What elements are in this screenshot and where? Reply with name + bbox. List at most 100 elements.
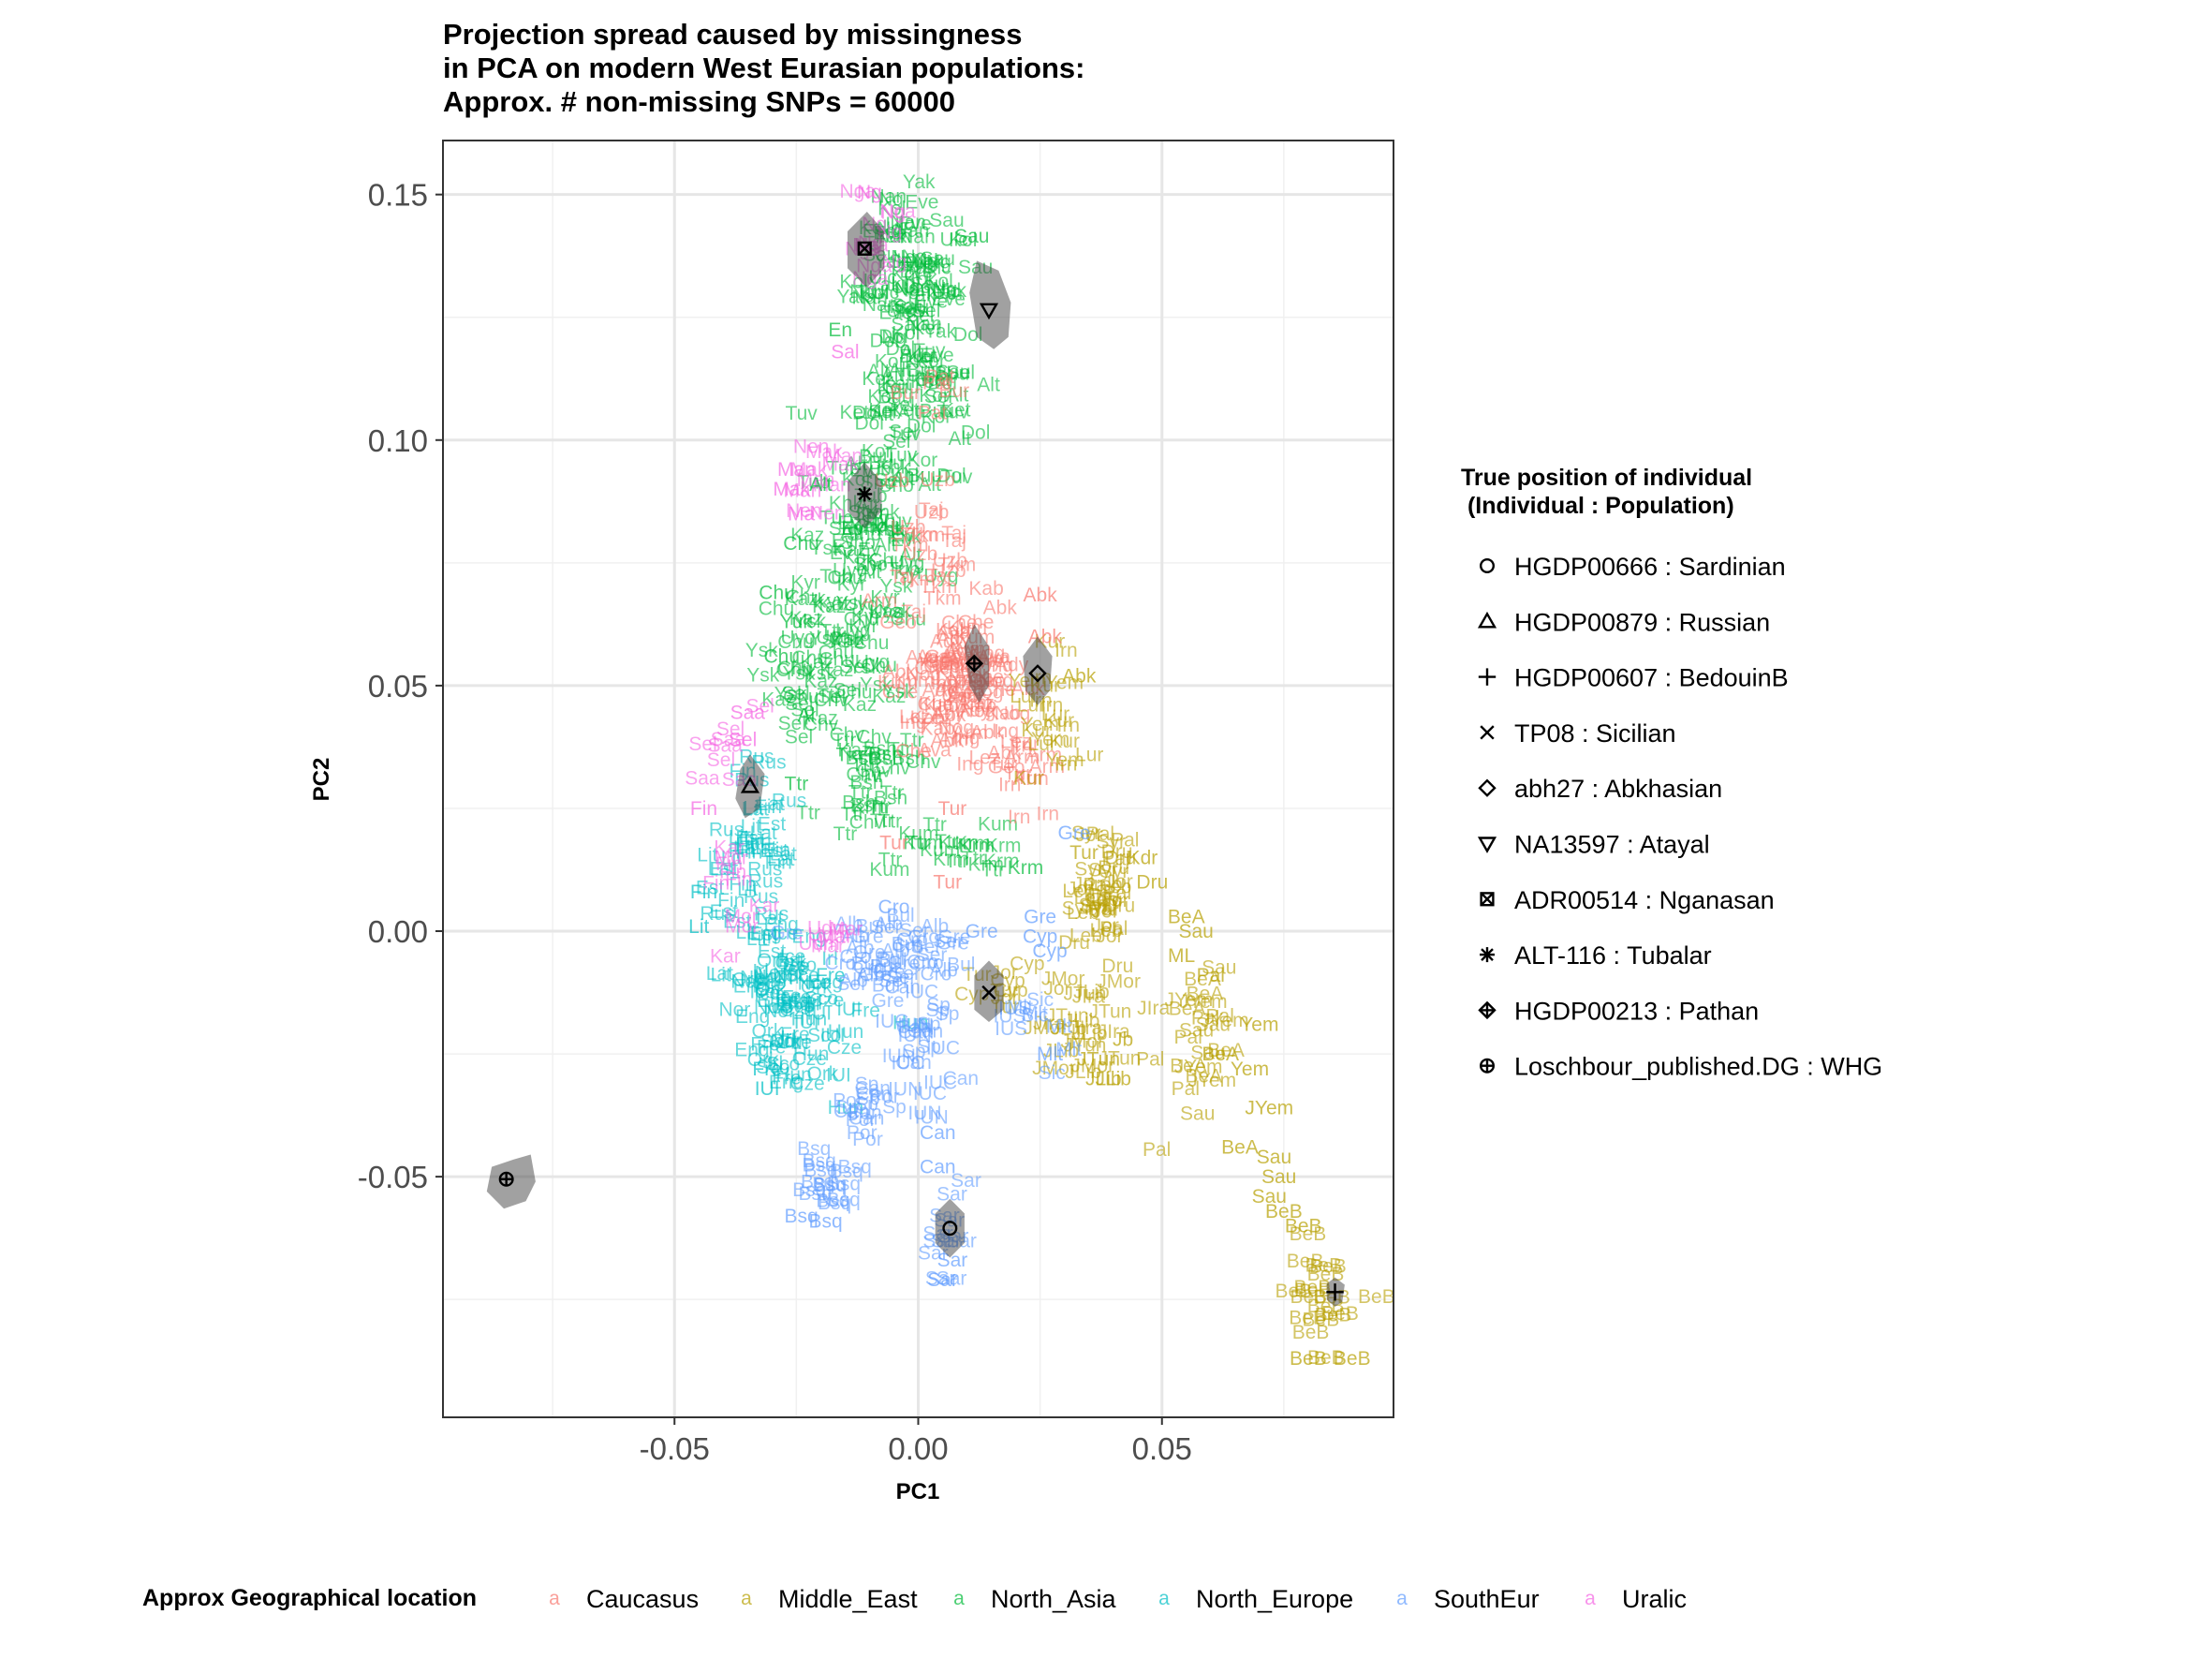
group-legend-label: Caucasus — [586, 1585, 699, 1613]
point-label: Ng — [891, 247, 916, 269]
point-label: Ng — [880, 201, 906, 223]
point-label: Sel — [745, 695, 774, 717]
point-label: Sau — [891, 314, 925, 335]
point-label: Dol — [878, 326, 908, 348]
point-label: Abk — [1024, 585, 1058, 606]
point-label: Ysk — [833, 629, 866, 650]
point-label: Krm — [933, 849, 969, 870]
point-label: Nog — [906, 664, 942, 686]
point-label: Eng — [734, 1040, 769, 1061]
individual-marker-cross — [981, 985, 996, 1000]
group-legend-item: a Uralic — [1585, 1585, 1687, 1613]
point-label: Kab — [936, 620, 970, 642]
point-label: Sel — [785, 693, 813, 715]
point-label: Fin — [744, 831, 771, 852]
point-label: Yuk — [780, 612, 814, 633]
point-label: Can — [895, 1052, 932, 1074]
legend-marker-diamond-plus — [1478, 1000, 1497, 1020]
point-label: Cze — [827, 1037, 862, 1059]
point-label: Jor — [1106, 871, 1133, 893]
point-label: Ysk — [881, 681, 915, 703]
point-label: Sho — [841, 532, 876, 554]
point-label: Mor — [715, 848, 748, 869]
point-label: Gre — [1058, 822, 1091, 844]
point-label: Fin — [690, 881, 717, 903]
individual-legend-label: abh27 : Abkhasian — [1514, 775, 1722, 803]
point-label: Rus — [709, 820, 744, 841]
point-label: Nan — [926, 282, 963, 304]
point-label: Eve — [899, 261, 933, 283]
point-label: Dru — [1101, 955, 1133, 977]
point-label: Fre — [752, 1059, 782, 1080]
point-label: Leb — [1090, 920, 1123, 941]
point-label: Por — [852, 1129, 883, 1150]
point-label: Sp — [855, 1074, 879, 1095]
point-label: Cro — [839, 946, 871, 968]
point-label: Kar — [710, 945, 741, 967]
point-label: JLib — [1051, 1018, 1087, 1040]
point-label: Yak — [923, 320, 956, 342]
point-label: Sel — [886, 394, 914, 416]
point-label: Nor — [740, 968, 772, 989]
point-label: Eng — [733, 976, 768, 998]
point-label: Udm — [798, 933, 839, 955]
point-label: Chv — [849, 812, 885, 834]
point-label: Sau — [892, 295, 926, 317]
point-label: Kum — [938, 833, 979, 854]
x-tick-label: -0.05 — [640, 1431, 710, 1466]
point-label: Can — [848, 1108, 885, 1130]
point-label: Irn — [998, 775, 1022, 796]
point-label: Saa — [711, 729, 746, 750]
point-label: Ev — [891, 529, 914, 551]
point-label: Uzb — [914, 501, 949, 523]
point-label: Ttr — [796, 802, 820, 823]
point-label: Sau — [954, 226, 989, 247]
point-label: Krm — [852, 797, 889, 819]
point-label: Saa — [685, 768, 720, 790]
point-label: Buu — [899, 346, 934, 367]
point-label: Eve — [905, 191, 938, 213]
point-label: Pal — [1089, 898, 1117, 920]
point-label: Ulc — [931, 280, 959, 302]
point-label: Ng — [881, 252, 907, 274]
point-label: Fre — [772, 1068, 802, 1089]
legend-marker-plus — [1478, 668, 1497, 686]
point-label: IUN — [907, 1103, 941, 1124]
point-label: Ysk — [848, 657, 882, 678]
point-label: Bsq — [797, 1138, 831, 1160]
projection-hull — [735, 754, 765, 819]
point-label: Mlt — [1055, 1039, 1082, 1060]
point-label: Nan — [871, 186, 907, 208]
point-label: Gre — [887, 953, 920, 974]
point-label: Sel — [912, 301, 940, 322]
point-label: Kab — [910, 707, 945, 729]
point-label: Ser — [917, 944, 948, 966]
point-label: Alt — [946, 384, 969, 406]
point-label: Syr — [1097, 832, 1127, 853]
point-label: Ket — [911, 318, 941, 339]
point-label: Cro — [907, 926, 939, 948]
point-label: Chu — [777, 658, 814, 679]
point-label: Pal — [1087, 897, 1115, 919]
point-label: Ady — [930, 631, 965, 653]
point-label: Tub — [819, 566, 852, 587]
point-label: Kdr — [1128, 847, 1158, 868]
point-label: Che — [918, 694, 954, 716]
point-label: Jor — [1096, 926, 1123, 947]
point-label: Che — [980, 679, 1016, 701]
individual-marker-triangle — [740, 776, 759, 793]
point-label: Sau — [1196, 1015, 1231, 1036]
point-label: Eng — [757, 990, 791, 1012]
individual-legend-item: HGDP00666 : Sardinian — [1479, 553, 1786, 581]
individual-legend-item: TP08 : Sicilian — [1480, 719, 1676, 748]
point-label: JIra — [1069, 1017, 1102, 1039]
point-label: Ing — [944, 651, 971, 673]
point-label: Kaz — [872, 686, 906, 707]
point-label: JMor — [1023, 1017, 1067, 1039]
point-label: Pal — [1084, 874, 1112, 896]
point-label: Bsq — [830, 1161, 863, 1182]
point-label: Khk — [877, 456, 911, 478]
point-label: Dru — [1098, 857, 1129, 879]
axes: -0.05 0.00 0.05 0.15 0.10 0.05 0.00 -0.05 — [358, 178, 1192, 1466]
point-label: Ttr — [880, 782, 905, 804]
